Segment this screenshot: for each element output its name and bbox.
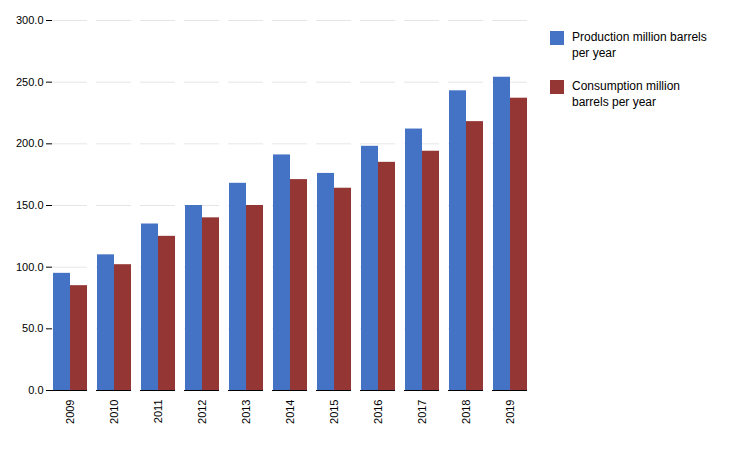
svg-text:150.0: 150.0 <box>16 199 44 211</box>
svg-text:250.0: 250.0 <box>16 76 44 88</box>
svg-text:2010: 2010 <box>108 400 120 424</box>
svg-text:50.0: 50.0 <box>22 322 43 334</box>
svg-text:2009: 2009 <box>64 400 76 424</box>
svg-text:2014: 2014 <box>284 400 296 424</box>
svg-text:2013: 2013 <box>240 400 252 424</box>
svg-text:300.0: 300.0 <box>16 14 44 26</box>
svg-text:2019: 2019 <box>504 400 516 424</box>
html-text:Consumption million barrels pe: Consumption million barrels per year <box>572 79 680 109</box>
svg-text:2016: 2016 <box>372 400 384 424</box>
svg-text:2015: 2015 <box>328 400 340 424</box>
svg-text:2011: 2011 <box>152 400 164 424</box>
svg-text:2018: 2018 <box>460 400 472 424</box>
svg-text:0.0: 0.0 <box>28 384 43 396</box>
svg-text:2017: 2017 <box>416 400 428 424</box>
svg-text:2012: 2012 <box>196 400 208 424</box>
svg-text:200.0: 200.0 <box>16 137 44 149</box>
svg-text:100.0: 100.0 <box>16 261 44 273</box>
html-text:Production million barrels per: Production million barrels per year <box>572 30 707 60</box>
